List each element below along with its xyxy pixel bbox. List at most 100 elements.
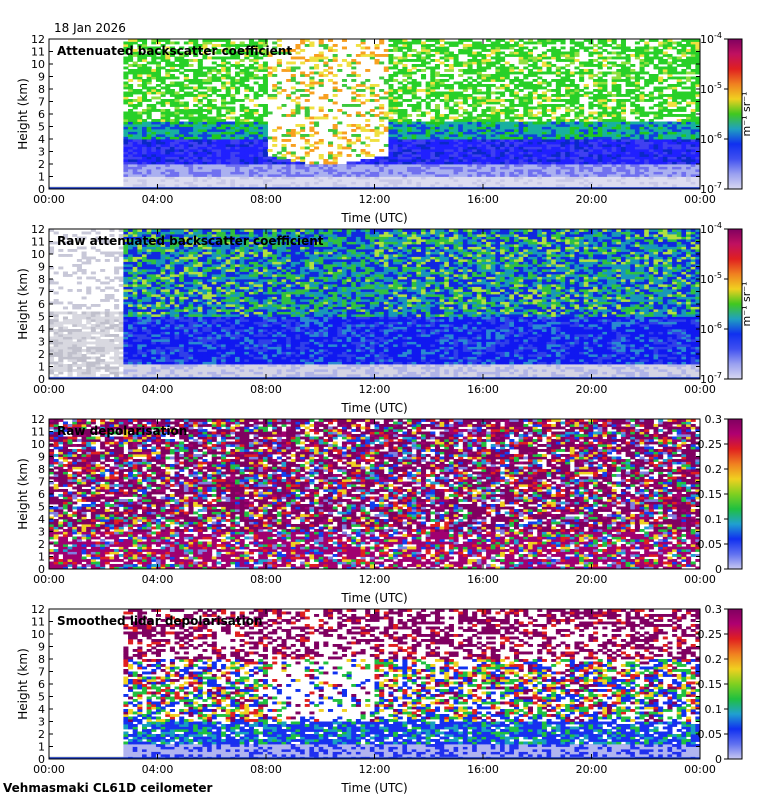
heatmap-cell xyxy=(147,117,152,120)
heatmap-cell xyxy=(230,102,235,105)
heatmap-cell xyxy=(244,112,249,115)
heatmap-cell xyxy=(300,157,305,160)
heatmap-cell xyxy=(254,147,259,150)
heatmap-cell xyxy=(193,97,198,100)
heatmap-cell xyxy=(207,174,212,177)
heatmap-cell xyxy=(207,162,212,165)
heatmap-cell xyxy=(226,162,231,165)
heatmap-cell xyxy=(193,82,198,85)
heatmap-cell xyxy=(170,179,175,182)
heatmap-cell xyxy=(175,114,180,117)
heatmap-cell xyxy=(300,94,305,97)
heatmap-cell xyxy=(226,169,231,172)
heatmap-cell xyxy=(147,132,152,135)
heatmap-cell xyxy=(295,67,300,70)
heatmap-cell xyxy=(202,82,207,85)
heatmap-cell xyxy=(282,162,287,165)
heatmap-cell xyxy=(179,84,184,87)
heatmap-cell xyxy=(212,129,217,132)
heatmap-cell xyxy=(133,142,138,145)
heatmap-cell xyxy=(291,184,296,187)
heatmap-cell xyxy=(170,174,175,177)
heatmap-cell xyxy=(277,82,282,85)
heatmap-cell xyxy=(170,154,175,157)
heatmap-cell xyxy=(212,159,217,162)
heatmap-cell xyxy=(282,134,287,137)
heatmap-cell xyxy=(268,164,273,167)
heatmap-cell xyxy=(184,139,189,142)
heatmap-cell xyxy=(207,159,212,162)
heatmap-cell xyxy=(165,112,170,115)
heatmap-cell xyxy=(221,149,226,152)
heatmap-cell xyxy=(263,124,268,127)
heatmap-cell xyxy=(263,84,268,87)
heatmap-cell xyxy=(235,147,240,150)
heatmap-cell xyxy=(249,169,254,172)
heatmap-cell xyxy=(226,92,231,95)
heatmap-cell xyxy=(151,134,156,137)
heatmap-cell xyxy=(142,144,147,147)
heatmap-cell xyxy=(189,69,194,72)
heatmap-cell xyxy=(137,97,142,100)
heatmap-cell xyxy=(151,124,156,127)
heatmap-cell xyxy=(212,99,217,102)
heatmap-cell xyxy=(151,179,156,182)
heatmap-cell xyxy=(165,62,170,65)
heatmap-cell xyxy=(207,89,212,92)
heatmap-cell xyxy=(202,127,207,130)
heatmap-cell xyxy=(193,72,198,75)
heatmap-cell xyxy=(300,74,305,77)
heatmap-cell xyxy=(184,92,189,95)
heatmap-cell xyxy=(128,159,133,162)
heatmap-cell xyxy=(156,162,161,165)
heatmap-cell xyxy=(282,179,287,182)
heatmap-cell xyxy=(277,64,282,67)
heatmap-cell xyxy=(286,97,291,100)
heatmap-cell xyxy=(184,129,189,132)
heatmap-cell xyxy=(165,129,170,132)
heatmap-cell xyxy=(202,177,207,180)
heatmap-cell xyxy=(179,104,184,107)
heatmap-cell xyxy=(295,47,300,50)
heatmap-cell xyxy=(212,157,217,160)
heatmap-cell xyxy=(147,74,152,77)
heatmap-cell xyxy=(123,142,128,145)
heatmap-cell xyxy=(175,137,180,140)
heatmap-cell xyxy=(179,152,184,155)
heatmap-cell xyxy=(147,152,152,155)
heatmap-cell xyxy=(193,124,198,127)
heatmap-cell xyxy=(170,94,175,97)
heatmap-cell xyxy=(295,157,300,160)
heatmap-cell xyxy=(263,69,268,72)
heatmap-cell xyxy=(170,162,175,165)
heatmap-cell xyxy=(207,147,212,150)
heatmap-cell xyxy=(179,89,184,92)
heatmap-cell xyxy=(240,99,245,102)
heatmap-cell xyxy=(184,62,189,65)
heatmap-cell xyxy=(230,132,235,135)
heatmap-cell xyxy=(291,179,296,182)
heatmap-cell xyxy=(189,159,194,162)
heatmap-cell xyxy=(179,159,184,162)
ceilometer-figure: 012345678910111200:00 04:00 08:00 12:00 16:0… xyxy=(0,0,780,800)
heatmap-cell xyxy=(198,84,203,87)
heatmap-cell xyxy=(156,64,161,67)
heatmap-cell xyxy=(151,174,156,177)
heatmap-cell xyxy=(133,177,138,180)
heatmap-cell xyxy=(226,184,231,187)
heatmap-cell xyxy=(165,114,170,117)
heatmap-cell xyxy=(272,179,277,182)
heatmap-cell xyxy=(133,152,138,155)
heatmap-cell xyxy=(249,99,254,102)
heatmap-cell xyxy=(151,89,156,92)
heatmap-cell xyxy=(193,127,198,130)
heatmap-cell xyxy=(175,162,180,165)
heatmap-cell xyxy=(184,157,189,160)
heatmap-cell xyxy=(235,132,240,135)
heatmap-cell xyxy=(272,144,277,147)
heatmap-cell xyxy=(216,169,221,172)
heatmap-cell xyxy=(156,127,161,130)
heatmap-cell xyxy=(207,117,212,120)
heatmap-cell xyxy=(170,112,175,115)
heatmap-cell xyxy=(258,104,263,107)
